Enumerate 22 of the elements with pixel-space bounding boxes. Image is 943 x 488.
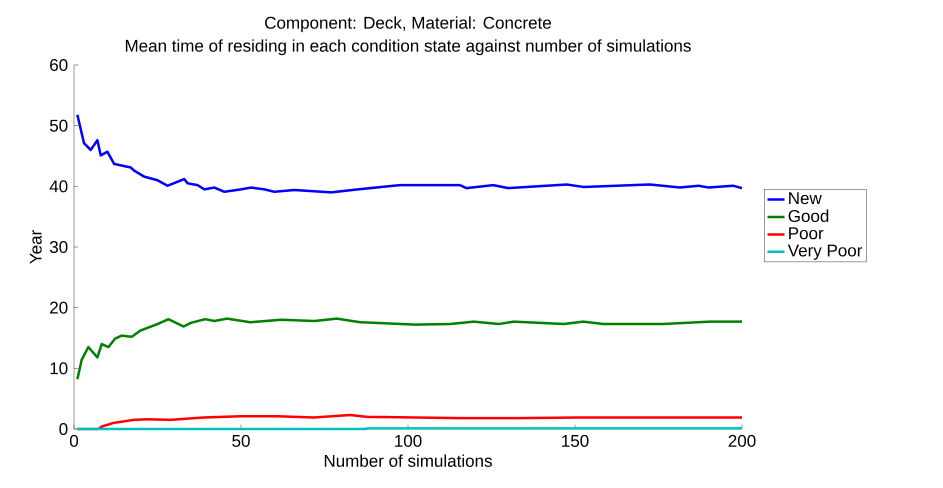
x-tick-label: 150 [562, 434, 589, 447]
line-series [76, 113, 744, 194]
y-axis-title: Year [30, 230, 42, 264]
chart-subtitle: Mean time of residing in each condition state against number of simulations [126, 39, 691, 56]
x-tick-label: 200 [728, 434, 756, 447]
y-tick-label: 60 [50, 58, 68, 72]
y-tick-label: 20 [50, 302, 68, 314]
y-tick-label: 10 [50, 362, 68, 374]
y-tick-label: 50 [50, 120, 68, 132]
legend-label: Very Poor [788, 244, 862, 260]
legend-label: New [789, 192, 822, 204]
legend-label: Poor [789, 227, 824, 240]
y-tick-label: 30 [50, 240, 68, 254]
chart-title: Component: Deck, Material: Concrete [265, 16, 551, 32]
x-tick-label: 0 [70, 434, 78, 447]
x-tick-label: 50 [232, 434, 250, 447]
y-tick-label: 40 [50, 180, 68, 192]
x-axis-title: Number of simulations [324, 454, 492, 467]
line-series [76, 317, 744, 381]
legend-label: Good [788, 210, 828, 222]
y-tick-label: 0 [59, 422, 68, 436]
x-tick-label: 100 [395, 434, 422, 447]
